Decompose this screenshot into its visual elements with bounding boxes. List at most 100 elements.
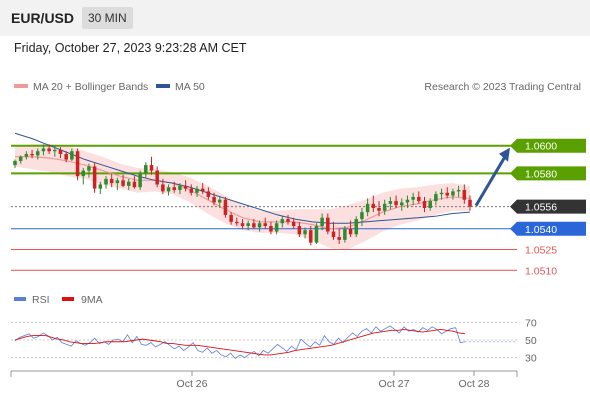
level-badge-text-1.0556: 1.0556 <box>525 202 557 214</box>
rsi-legend-label: RSI <box>32 294 50 306</box>
candle-body <box>417 196 421 202</box>
candle-body <box>212 196 216 203</box>
candle-body <box>246 223 250 226</box>
candle-body <box>269 226 273 232</box>
candle-body <box>35 151 40 156</box>
candle-body <box>445 192 450 196</box>
x-tick-label: Oct 27 <box>379 378 410 390</box>
rsi-ma-legend-label: 9MA <box>81 294 103 306</box>
candle-body <box>132 181 137 188</box>
candle-body <box>81 170 86 177</box>
rsi-tick-label: 50 <box>525 335 537 347</box>
candle-body <box>47 148 51 152</box>
ma20-legend-swatch <box>14 84 28 88</box>
candle-body <box>297 226 302 235</box>
candle-body <box>13 160 17 166</box>
candle-body <box>456 190 461 192</box>
forecast-arrow-head <box>499 147 510 162</box>
candle-body <box>371 203 376 208</box>
candle-body <box>64 154 68 160</box>
level-badge-1.0556 <box>510 199 586 214</box>
ma20-line <box>15 156 471 230</box>
candle-body <box>468 199 472 207</box>
candle-body <box>206 191 211 197</box>
rsi-legend-swatch <box>14 297 26 301</box>
candle-body <box>286 219 290 222</box>
candle-body <box>115 180 120 184</box>
candle-body <box>183 185 188 189</box>
candle-body <box>155 170 159 185</box>
candle-body <box>252 223 256 228</box>
candle-body <box>303 230 307 235</box>
candle-body <box>24 154 29 157</box>
level-label-1.0510: 1.0510 <box>525 265 557 277</box>
level-badge-text-1.0580: 1.0580 <box>525 168 557 180</box>
candle-body <box>92 166 97 189</box>
candle-body <box>161 184 165 192</box>
candle-body <box>331 231 336 238</box>
rsi-tick-label: 70 <box>525 317 537 329</box>
candle-body <box>58 149 63 154</box>
x-tick-label: Oct 26 <box>177 378 208 390</box>
symbol-label: EUR/USD <box>11 10 75 26</box>
candle-body <box>18 156 23 161</box>
candle-body <box>365 203 370 213</box>
level-badge-text-1.0600: 1.0600 <box>525 141 557 153</box>
candle-body <box>320 217 324 226</box>
candle-body <box>291 221 296 226</box>
candle-body <box>377 208 381 211</box>
candle-body <box>434 194 438 202</box>
ma50-legend-swatch <box>156 84 170 88</box>
candle-body <box>223 199 228 215</box>
rsi-ma-legend-swatch <box>62 297 74 301</box>
candle-body <box>87 166 91 171</box>
candle-body <box>240 223 245 226</box>
candle-body <box>189 188 194 193</box>
candle-body <box>326 217 330 232</box>
candle-body <box>422 201 427 208</box>
chart-header: EUR/USD 30 MIN <box>0 0 590 36</box>
candle-body <box>411 196 415 200</box>
level-badge-1.0540 <box>510 221 586 236</box>
timeframe-button[interactable]: 30 MIN <box>82 7 133 29</box>
candle-body <box>343 228 347 240</box>
candle-body <box>360 212 364 220</box>
candle-body <box>314 226 319 243</box>
candle-body <box>200 188 205 192</box>
forecast-arrow-shaft <box>474 155 507 207</box>
candle-body <box>462 190 467 200</box>
candle-body <box>388 201 393 204</box>
candle-body <box>109 178 114 184</box>
candle-body <box>337 237 341 240</box>
candle-body <box>41 148 46 152</box>
candle-body <box>354 219 359 235</box>
candle-body <box>280 219 285 224</box>
candle-body <box>178 185 182 190</box>
chart-datetime: Friday, October 27, 2023 9:23:28 AM CET <box>14 41 247 55</box>
level-badge-text-1.0540: 1.0540 <box>525 224 557 236</box>
candle-body <box>217 199 222 203</box>
rsi-tick-label: 30 <box>525 353 537 365</box>
ma50-legend-label: MA 50 <box>175 81 205 93</box>
candle-body <box>172 187 177 190</box>
candle-body <box>308 230 313 243</box>
candle-body <box>399 202 404 206</box>
candle-body <box>263 223 268 226</box>
candle-body <box>104 178 108 185</box>
candle-body <box>121 180 125 186</box>
level-badge-1.0580 <box>510 166 586 181</box>
rsi-line <box>14 325 466 360</box>
rsi-ma-line <box>14 328 466 356</box>
candle-body <box>70 151 74 160</box>
candle-body <box>144 165 148 174</box>
x-tick-label: Oct 28 <box>459 378 490 390</box>
ma20-legend-label: MA 20 + Bollinger Bands <box>33 81 148 93</box>
candle-body <box>439 192 444 195</box>
candle-body <box>235 221 239 224</box>
candle-body <box>229 214 233 222</box>
level-badge-1.0600 <box>510 138 586 153</box>
candle-body <box>149 165 154 171</box>
credit-label: Research © 2023 Trading Central <box>424 81 581 93</box>
candle-body <box>405 199 410 203</box>
